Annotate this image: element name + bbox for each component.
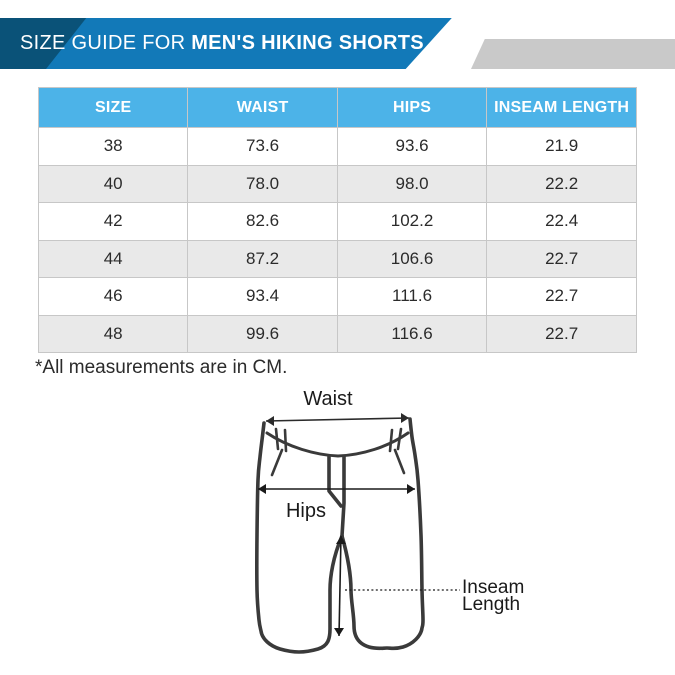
svg-text:Waist: Waist [303,388,353,410]
svg-text:Length: Length [462,594,520,615]
svg-text:Hips: Hips [286,500,326,522]
